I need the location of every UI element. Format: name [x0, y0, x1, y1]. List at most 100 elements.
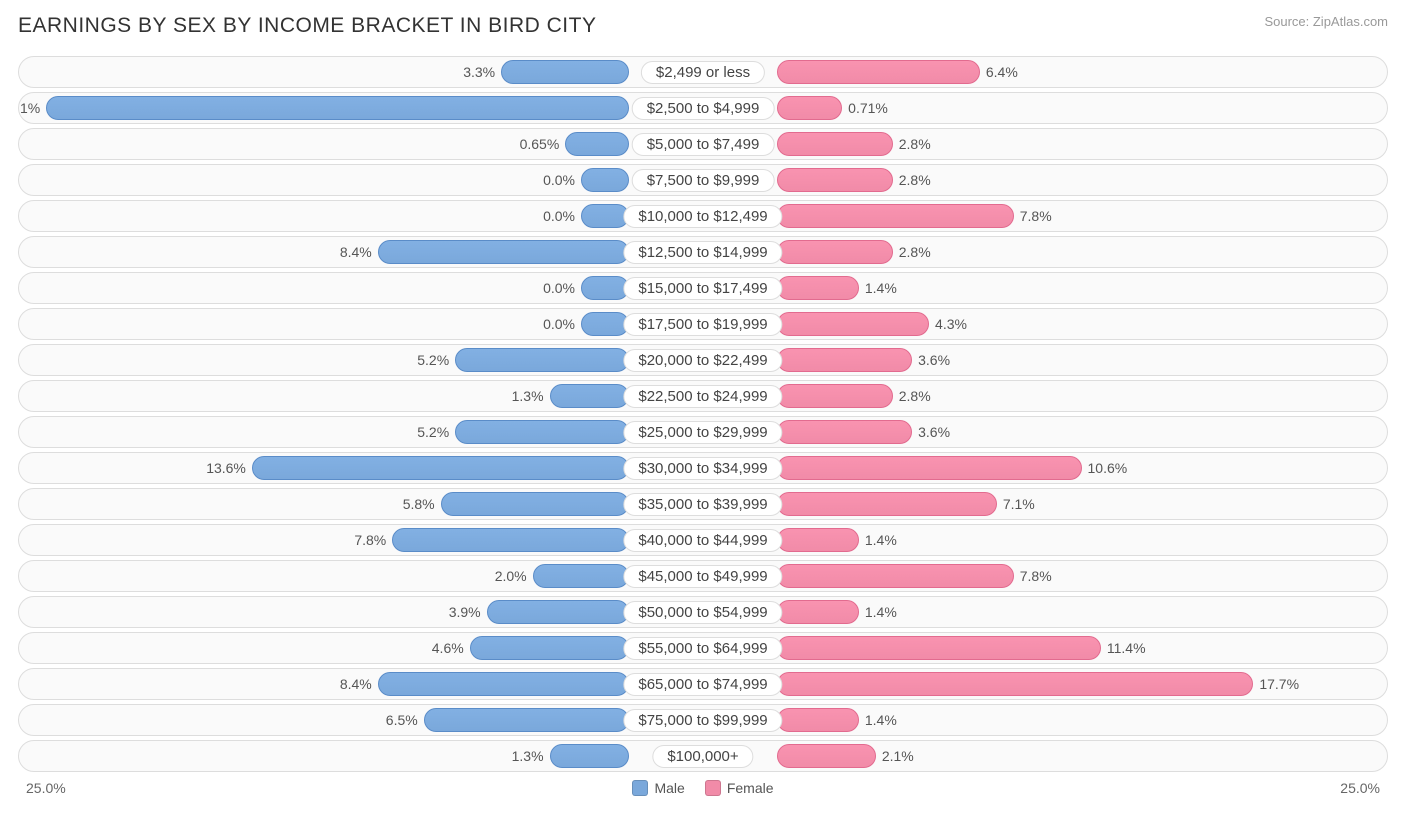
legend-female-label: Female: [727, 780, 774, 796]
chart-row: 2.0% 7.8% $45,000 to $49,999: [18, 560, 1388, 592]
bar-male: [533, 564, 629, 588]
bracket-label: $17,500 to $19,999: [623, 313, 782, 336]
chart-row: 0.0%2.8%$7,500 to $9,999: [18, 164, 1388, 196]
chart-row: 8.4%2.8%$12,500 to $14,999: [18, 236, 1388, 268]
bar-male: [581, 204, 629, 228]
axis-max-right: 25.0%: [1340, 780, 1380, 796]
bar-male: [455, 348, 629, 372]
legend-male: Male: [632, 780, 684, 796]
bar-female: [777, 636, 1101, 660]
bar-female: [777, 348, 912, 372]
chart-row: 0.0%4.3%$17,500 to $19,999: [18, 308, 1388, 340]
bar-female: [777, 60, 980, 84]
pct-female: 6.4%: [986, 64, 1018, 80]
bar-female: [777, 744, 876, 768]
legend-female: Female: [705, 780, 774, 796]
bracket-label: $20,000 to $22,499: [623, 349, 782, 372]
pct-male: 0.0%: [543, 280, 575, 296]
axis-max-left: 25.0%: [26, 780, 66, 796]
bracket-label: $50,000 to $54,999: [623, 601, 782, 624]
pct-male: 6.5%: [386, 712, 418, 728]
pct-male: 5.8%: [403, 496, 435, 512]
pct-female: 2.1%: [882, 748, 914, 764]
bracket-label: $2,500 to $4,999: [632, 97, 775, 120]
bar-male: [550, 744, 629, 768]
bar-female: [777, 672, 1253, 696]
bar-male: [455, 420, 629, 444]
bar-female: [777, 456, 1082, 480]
chart-row: 5.2%3.6%$25,000 to $29,999: [18, 416, 1388, 448]
chart-title: EARNINGS BY SEX BY INCOME BRACKET IN BIR…: [18, 14, 596, 38]
pct-male: 3.9%: [449, 604, 481, 620]
bracket-label: $22,500 to $24,999: [623, 385, 782, 408]
pct-female: 1.4%: [865, 712, 897, 728]
pct-male: 8.4%: [340, 676, 372, 692]
bar-male: [424, 708, 629, 732]
swatch-male: [632, 780, 648, 796]
pct-male: 5.2%: [417, 424, 449, 440]
bar-female: [777, 96, 842, 120]
pct-male: 3.3%: [463, 64, 495, 80]
chart-row: 5.8% 7.1% $35,000 to $39,999: [18, 488, 1388, 520]
bar-male: [252, 456, 629, 480]
chart-row: 6.5% 1.4% $75,000 to $99,999: [18, 704, 1388, 736]
pct-female: 2.8%: [899, 172, 931, 188]
bar-male: [378, 240, 629, 264]
bar-male: [581, 312, 629, 336]
chart-row: 4.6%11.4%$55,000 to $64,999: [18, 632, 1388, 664]
pct-male: 2.0%: [495, 568, 527, 584]
bracket-label: $100,000+: [652, 745, 753, 768]
bar-male: [550, 384, 629, 408]
pct-female: 7.8%: [1020, 568, 1052, 584]
pct-female: 17.7%: [1259, 676, 1299, 692]
bracket-label: $12,500 to $14,999: [623, 241, 782, 264]
chart-row: 22.1% 0.71% $2,500 to $4,999: [18, 92, 1388, 124]
bar-male: [565, 132, 629, 156]
chart-row: 5.2%3.6%$20,000 to $22,499: [18, 344, 1388, 376]
pct-male: 1.3%: [512, 748, 544, 764]
bracket-label: $75,000 to $99,999: [623, 709, 782, 732]
bar-male: [487, 600, 629, 624]
pct-female: 4.3%: [935, 316, 967, 332]
bracket-label: $45,000 to $49,999: [623, 565, 782, 588]
chart-row: 3.9% 1.4% $50,000 to $54,999: [18, 596, 1388, 628]
bar-female: [777, 528, 859, 552]
bar-female: [777, 420, 912, 444]
bracket-label: $25,000 to $29,999: [623, 421, 782, 444]
bar-female: [777, 240, 893, 264]
bracket-label: $35,000 to $39,999: [623, 493, 782, 516]
pct-female: 2.8%: [899, 136, 931, 152]
pct-female: 7.8%: [1020, 208, 1052, 224]
pct-female: 10.6%: [1088, 460, 1128, 476]
chart-row: 0.0% 1.4% $15,000 to $17,499: [18, 272, 1388, 304]
bracket-label: $55,000 to $64,999: [623, 637, 782, 660]
pct-female: 2.8%: [899, 244, 931, 260]
bar-female: [777, 600, 859, 624]
bracket-label: $30,000 to $34,999: [623, 457, 782, 480]
bar-female: [777, 564, 1014, 588]
bar-male: [581, 168, 629, 192]
bracket-label: $2,499 or less: [641, 61, 765, 84]
bracket-label: $15,000 to $17,499: [623, 277, 782, 300]
bar-male: [441, 492, 629, 516]
pct-male: 7.8%: [354, 532, 386, 548]
chart-row: 7.8% 1.4% $40,000 to $44,999: [18, 524, 1388, 556]
pct-female: 7.1%: [1003, 496, 1035, 512]
pct-male: 0.65%: [520, 136, 560, 152]
pct-female: 1.4%: [865, 604, 897, 620]
pct-female: 1.4%: [865, 280, 897, 296]
legend: Male Female: [632, 780, 773, 796]
swatch-female: [705, 780, 721, 796]
bracket-label: $40,000 to $44,999: [623, 529, 782, 552]
pct-female: 0.71%: [848, 100, 888, 116]
pct-male: 22.1%: [18, 100, 40, 116]
pct-male: 13.6%: [206, 460, 246, 476]
bar-female: [777, 312, 929, 336]
bracket-label: $65,000 to $74,999: [623, 673, 782, 696]
bar-male: [470, 636, 629, 660]
pct-female: 2.8%: [899, 388, 931, 404]
pct-female: 1.4%: [865, 532, 897, 548]
pct-male: 0.0%: [543, 208, 575, 224]
chart-row: 3.3% 6.4% $2,499 or less: [18, 56, 1388, 88]
bar-male: [501, 60, 629, 84]
